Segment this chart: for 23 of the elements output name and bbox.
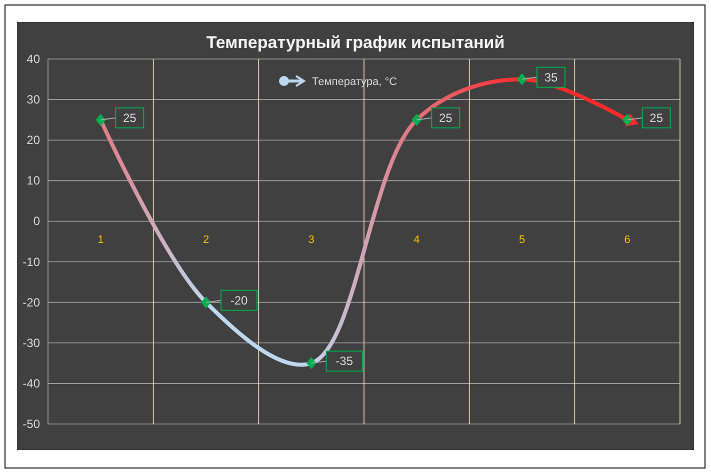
y-tick-label: 40 <box>26 52 40 66</box>
x-tick-label: 2 <box>202 234 210 246</box>
y-tick-label: 30 <box>26 92 40 107</box>
y-tick-label: 10 <box>26 174 40 188</box>
data-label: 25 <box>438 110 453 125</box>
x-tick-label: 6 <box>624 234 630 246</box>
data-label: 35 <box>544 70 558 84</box>
chart-title: Температурный график испытаний <box>206 33 505 52</box>
x-tick-label: 3 <box>308 234 314 246</box>
y-tick-label: -10 <box>22 254 40 269</box>
x-tick-label: 1 <box>98 234 104 246</box>
y-tick-label: -30 <box>22 336 40 350</box>
x-tick-label: 4 <box>414 234 420 246</box>
data-label: -35 <box>336 354 354 368</box>
y-tick-label: -50 <box>22 417 40 431</box>
y-tick-label: -20 <box>22 295 40 310</box>
y-tick-label: 20 <box>26 133 40 148</box>
y-tick-label: 0 <box>33 214 40 228</box>
data-label: 25 <box>122 110 137 125</box>
data-label: 25 <box>650 110 664 125</box>
y-tick-label: -40 <box>22 376 40 390</box>
data-label: -20 <box>230 293 248 308</box>
x-tick-label: 5 <box>518 234 526 246</box>
